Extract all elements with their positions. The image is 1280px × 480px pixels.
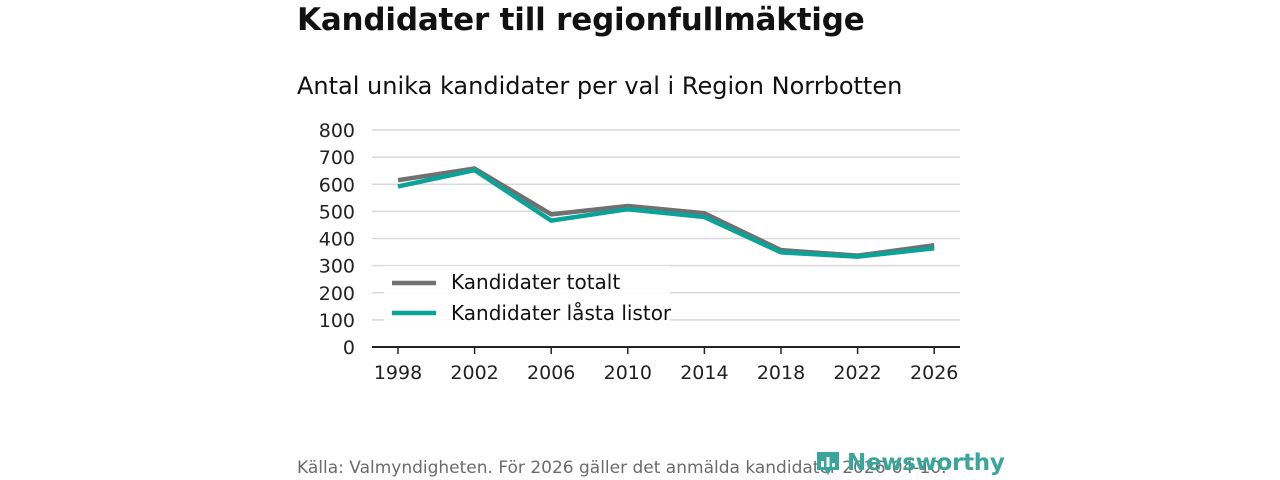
chart-title: Kandidater till regionfullmäktige bbox=[297, 2, 865, 38]
legend-label-totalt: Kandidater totalt bbox=[451, 270, 620, 294]
y-tick-label: 800 bbox=[319, 120, 355, 142]
brand-logo: Newsworthy bbox=[815, 446, 1005, 480]
x-axis-ticks: 1998 2002 2006 2010 2014 2018 2022 2026 bbox=[374, 347, 958, 384]
x-tick-label: 2022 bbox=[833, 362, 881, 384]
series-line-1 bbox=[397, 167, 935, 259]
y-tick-label: 600 bbox=[319, 174, 355, 196]
y-axis-ticks: 0 100 200 300 400 500 600 700 800 bbox=[319, 120, 355, 359]
y-tick-label: 500 bbox=[319, 201, 355, 223]
source-note: Källa: Valmyndigheten. För 2026 gäller d… bbox=[297, 458, 947, 478]
x-tick-label: 2010 bbox=[604, 362, 652, 384]
brand-name: Newsworthy bbox=[847, 450, 1005, 476]
legend-background bbox=[384, 266, 670, 328]
y-tick-label: 0 bbox=[343, 337, 355, 359]
x-tick-label: 2006 bbox=[527, 362, 575, 384]
y-tick-label: 200 bbox=[319, 283, 355, 305]
x-tick-label: 2026 bbox=[910, 362, 958, 384]
legend: Kandidater totalt Kandidater låsta listo… bbox=[384, 266, 672, 328]
newsworthy-chart-bubble-icon bbox=[817, 452, 839, 475]
legend-label-lasta-listor: Kandidater låsta listor bbox=[451, 301, 672, 325]
x-tick-label: 2014 bbox=[680, 362, 728, 384]
y-tick-label: 700 bbox=[319, 147, 355, 169]
series-lines bbox=[397, 166, 935, 259]
y-tick-label: 300 bbox=[319, 256, 355, 278]
x-tick-label: 1998 bbox=[374, 362, 422, 384]
chart-subtitle: Antal unika kandidater per val i Region … bbox=[297, 72, 903, 100]
gridlines bbox=[372, 129, 960, 321]
y-tick-label: 400 bbox=[319, 229, 355, 251]
x-tick-label: 2002 bbox=[450, 362, 498, 384]
y-tick-label: 100 bbox=[319, 310, 355, 332]
x-tick-label: 2018 bbox=[757, 362, 805, 384]
